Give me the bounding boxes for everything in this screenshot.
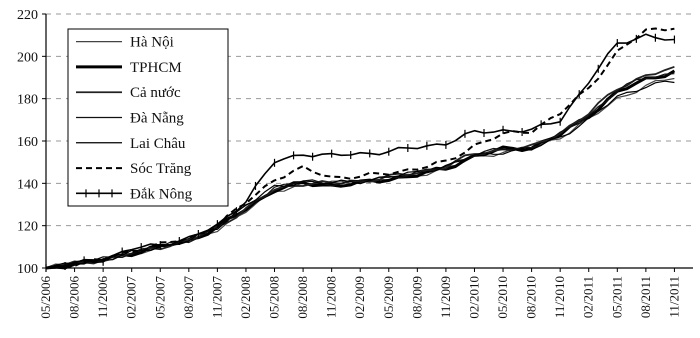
series-line <box>45 33 675 269</box>
x-tick-label: 08/2007 <box>181 276 196 319</box>
y-tick-label: 220 <box>17 8 38 23</box>
legend-label: Cả nước <box>130 85 181 101</box>
x-tick-label: 05/2010 <box>495 276 510 319</box>
y-tick-label: 180 <box>17 93 38 108</box>
y-tick-label: 140 <box>17 177 38 192</box>
axes <box>42 13 693 269</box>
y-tick-label: 200 <box>17 50 38 65</box>
x-tick-label: 11/2008 <box>324 276 339 318</box>
legend-label: Đà Nẵng <box>130 111 184 127</box>
y-axis-ticks: 220 200 180 160 140 120 100 <box>17 8 38 277</box>
x-tick-label: 02/2008 <box>238 276 253 319</box>
x-tick-label: 02/2007 <box>124 276 139 319</box>
gridlines <box>46 13 693 227</box>
x-tick-label: 05/2006 <box>38 276 53 319</box>
x-tick-label: 08/2006 <box>67 276 82 319</box>
x-tick-label: 08/2009 <box>409 276 424 319</box>
x-tick-label: 11/2010 <box>552 276 567 318</box>
y-tick-label: 160 <box>17 135 38 150</box>
x-tick-label: 11/2011 <box>666 276 681 318</box>
x-tick-label: 02/2011 <box>581 276 596 318</box>
legend-label: Lai Châu <box>130 136 186 152</box>
x-tick-label: 02/2010 <box>466 276 481 319</box>
legend-label: Đắk Nông <box>130 186 193 202</box>
series-lines <box>45 27 676 272</box>
x-tick-label: 05/2007 <box>152 276 167 319</box>
x-axis-ticks: 05/2006 08/2006 11/2006 02/2007 05/2007 08/20… <box>38 268 681 319</box>
x-tick-label: 05/2008 <box>267 276 282 319</box>
x-tick-label: 02/2009 <box>352 276 367 319</box>
x-tick-label: 08/2011 <box>638 276 653 318</box>
series-line <box>45 80 675 269</box>
x-tick-label: 11/2006 <box>95 276 110 319</box>
legend: Hà Nội TPHCM Cả nước Đà Nẵng Lai Châu Sóc Tră… <box>67 28 229 207</box>
legend-label: Hà Nội <box>130 35 174 51</box>
x-tick-label: 11/2009 <box>438 276 453 318</box>
x-tick-label: 05/2009 <box>381 276 396 319</box>
legend-label: Sóc Trăng <box>130 161 192 177</box>
x-tick-label: 11/2007 <box>209 276 224 319</box>
y-tick-label: 120 <box>17 220 38 235</box>
x-tick-label: 08/2010 <box>524 276 539 319</box>
legend-label: TPHCM <box>130 60 182 76</box>
x-tick-label: 08/2008 <box>295 276 310 319</box>
y-tick-label: 100 <box>17 262 38 277</box>
x-tick-label: 05/2011 <box>609 276 624 318</box>
